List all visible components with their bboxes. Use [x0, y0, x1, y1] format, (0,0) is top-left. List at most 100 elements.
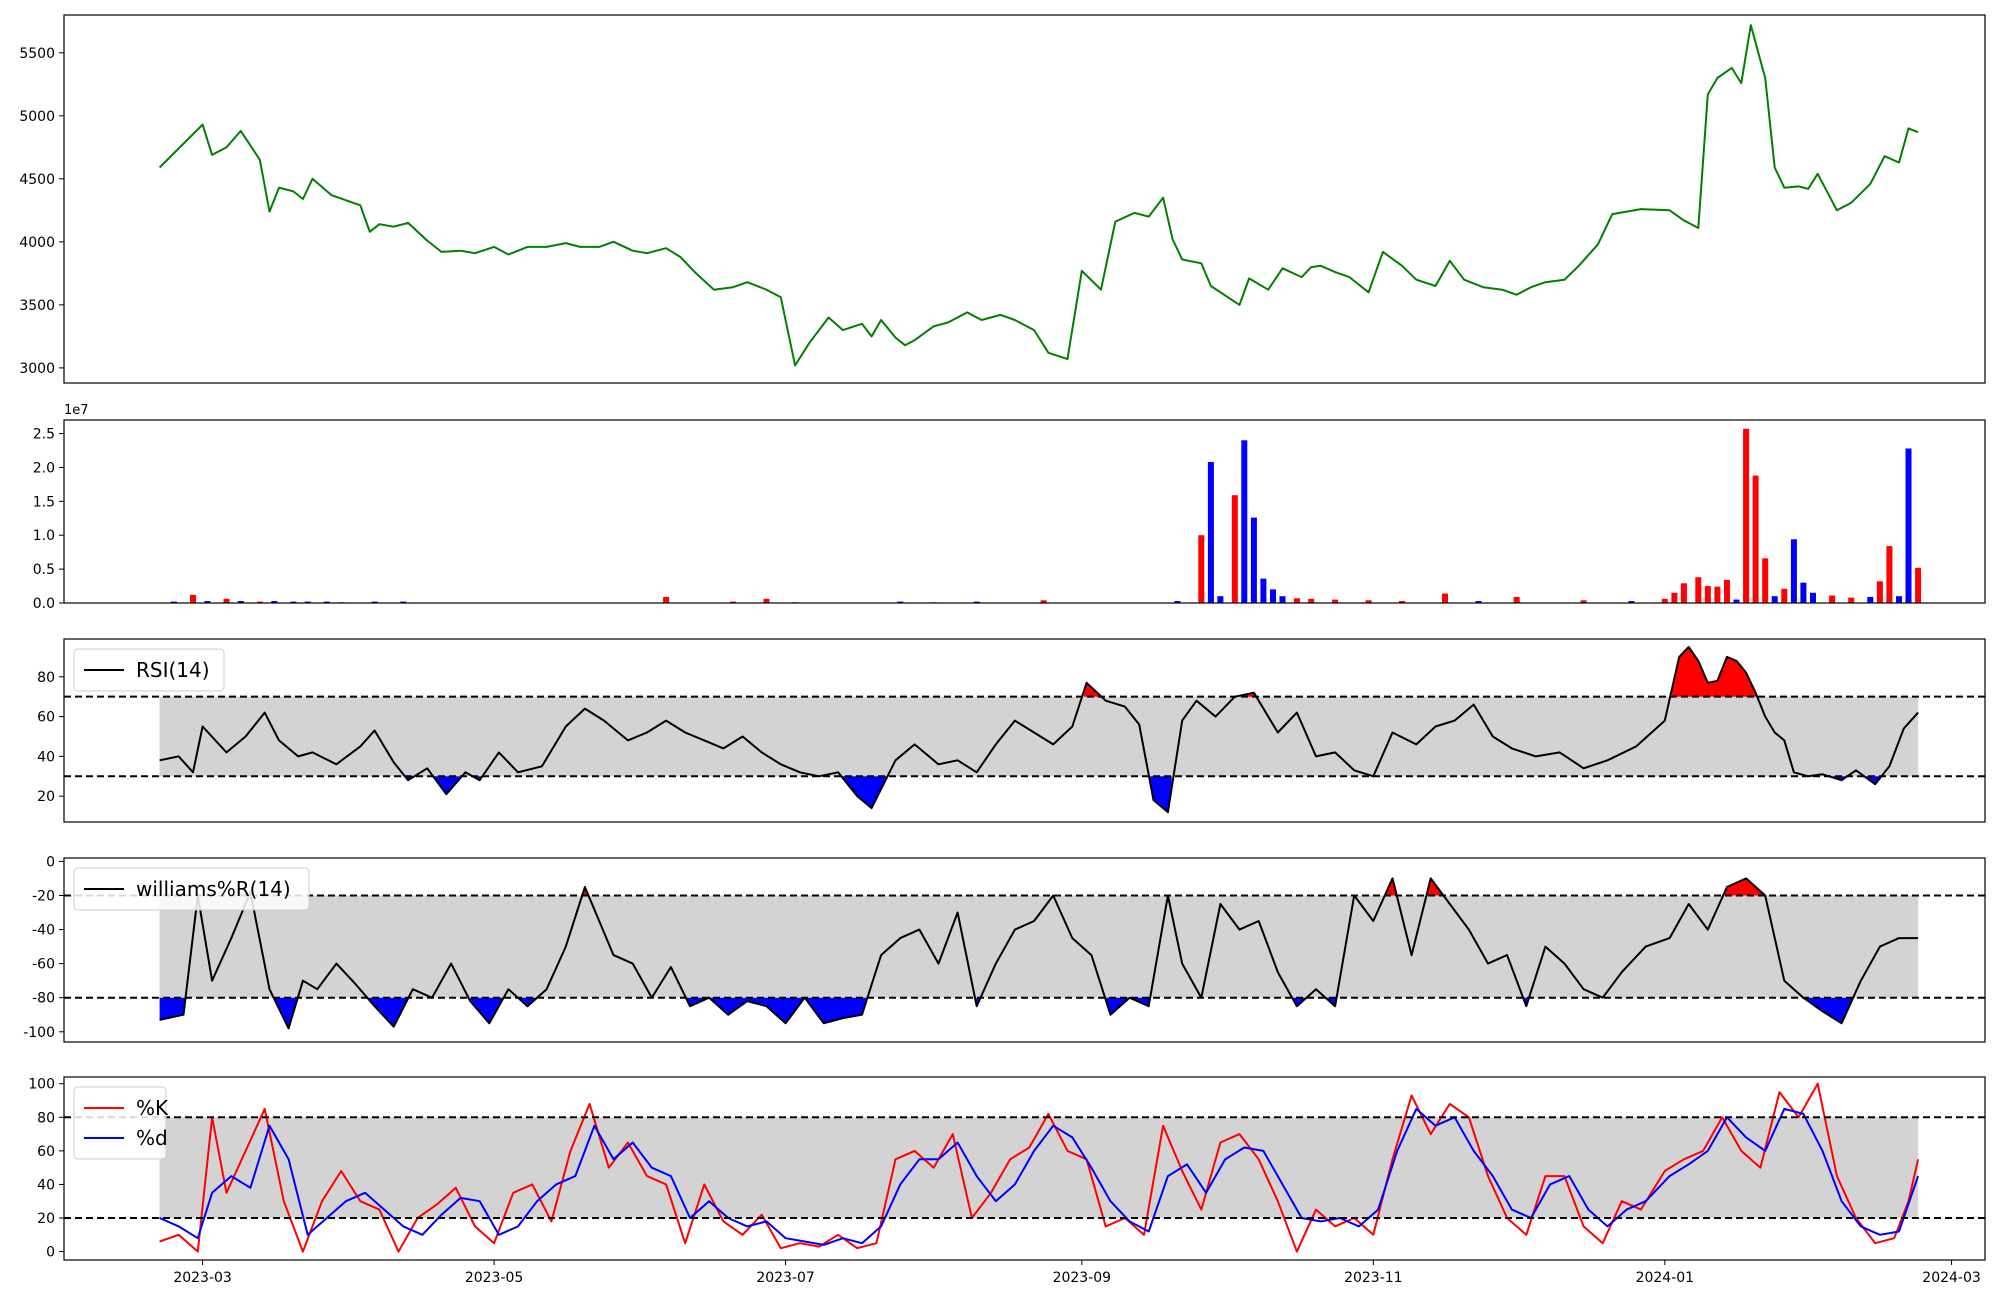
volume-bar — [1174, 601, 1181, 603]
volume-bar — [1848, 597, 1855, 603]
volume-bar — [730, 601, 736, 603]
legend-box — [73, 1086, 167, 1160]
volume-bar — [271, 601, 278, 603]
volume-bar — [1886, 546, 1893, 603]
volume-bar — [1442, 593, 1448, 603]
volume-bar — [1905, 448, 1912, 603]
y-tick-label: 20 — [37, 789, 55, 805]
series-line — [159, 1082, 1920, 1253]
y-tick-label: -60 — [32, 957, 55, 973]
oversold-fill — [368, 997, 408, 1026]
x-tick-label: 2023-11 — [1344, 1270, 1403, 1286]
series-line — [159, 877, 1919, 1030]
volume-bar — [1714, 586, 1721, 603]
volume-bar — [973, 601, 980, 603]
volume-bar — [1198, 535, 1205, 603]
volume-bar — [1293, 598, 1300, 603]
volume-bar — [1671, 592, 1678, 603]
volume-bar — [323, 601, 330, 603]
y-tick-label: 3500 — [19, 298, 55, 314]
legend-label: RSI(14) — [136, 658, 210, 682]
y-tick-label: 60 — [37, 1144, 55, 1160]
oversold-fill — [1865, 776, 1881, 785]
y-tick-label: 5000 — [19, 109, 55, 125]
oversold-fill — [433, 776, 461, 794]
y-tick-label: -40 — [32, 923, 55, 939]
axes-frame — [63, 1076, 1986, 1261]
volume-bar — [190, 594, 196, 603]
band-fill — [159, 1117, 1919, 1219]
volume-bar — [1332, 599, 1339, 603]
volume-bar — [170, 601, 177, 603]
volume-bar — [223, 598, 230, 603]
volume-bar — [1896, 596, 1902, 603]
y-tick-label: 20 — [37, 1211, 55, 1227]
volume-bar — [1207, 462, 1214, 603]
volume-bar — [1752, 475, 1759, 603]
x-tick-label: 2023-05 — [465, 1270, 524, 1286]
y-tick-label: -80 — [32, 991, 55, 1007]
volume-bar — [1680, 583, 1687, 603]
stochastic-panel: 0 20 40 60 80 100 %K %d 2023-03 2023-05 2023-07 202… — [28, 1076, 1986, 1286]
band-fill — [159, 895, 1919, 998]
x-tick-label: 2024-03 — [1922, 1270, 1981, 1286]
axes-frame — [63, 857, 1986, 1043]
oversold-fill — [1150, 776, 1172, 812]
oversold-fill — [687, 997, 867, 1024]
y-tick-label: 40 — [37, 749, 55, 765]
y-tick-label: 1.0 — [33, 528, 55, 544]
volume-bar — [237, 601, 244, 603]
y-tick-label: 2.0 — [33, 460, 55, 476]
legend-label: %K — [136, 1096, 169, 1120]
volume-bar — [1513, 596, 1520, 603]
x-tick-label: 2023-09 — [1053, 1270, 1112, 1286]
overbought-fill — [1724, 878, 1764, 896]
volume-panel: 0.0 0.5 1.0 1.5 2.0 2.5 — [33, 419, 1986, 612]
rsi-panel: 20 40 60 80 RSI(14) — [37, 638, 1986, 823]
price-panel: 3000 3500 4000 4500 5000 5500 — [19, 14, 1986, 384]
volume-bar — [1810, 592, 1816, 603]
y-tick-label: -100 — [23, 1025, 55, 1041]
volume-bar — [1829, 595, 1836, 603]
legend-box — [73, 867, 310, 911]
series-line — [158, 24, 1919, 367]
axes-frame — [63, 419, 1986, 604]
legend: williams%R(14) — [73, 867, 310, 911]
volume-bar — [304, 601, 311, 603]
series-line — [159, 646, 1919, 814]
volume-bar — [1867, 596, 1874, 603]
y-tick-label: 3000 — [19, 361, 55, 377]
volume-bar — [1771, 596, 1778, 603]
volume-bar — [1704, 586, 1711, 603]
volume-bar — [290, 601, 297, 603]
volume-bar — [1724, 580, 1730, 603]
y-tick-label: 1.5 — [33, 494, 55, 510]
y-tick-label: 4000 — [19, 235, 55, 251]
overbought-fill — [1671, 648, 1756, 697]
volume-bar — [1475, 601, 1482, 603]
y-tick-label: 100 — [28, 1077, 55, 1093]
volume-bar — [1217, 596, 1224, 603]
x-tick-label: 2023-03 — [173, 1270, 232, 1286]
y-tick-label: 0.5 — [33, 562, 55, 578]
volume-bar — [400, 601, 407, 603]
volume-bar — [1580, 600, 1587, 603]
x-tick-label: 2023-07 — [756, 1270, 815, 1286]
volume-bar — [256, 601, 263, 603]
volume-bar — [1270, 589, 1276, 603]
y-tick-label: 0 — [46, 854, 55, 870]
y-tick-label: 5500 — [19, 46, 55, 62]
overbought-fill — [1386, 878, 1397, 896]
volume-bar — [1260, 578, 1267, 603]
oversold-fill — [274, 997, 297, 1029]
volume-bar — [204, 601, 211, 603]
volume-bar — [1790, 539, 1797, 603]
oversold-fill — [1804, 997, 1852, 1023]
volume-bar — [1231, 495, 1238, 603]
oversold-fill — [159, 997, 185, 1020]
volume-bar — [1781, 588, 1788, 603]
volume-bar — [371, 601, 378, 603]
y-tick-label: 80 — [37, 670, 55, 686]
volume-bar — [1733, 599, 1740, 603]
